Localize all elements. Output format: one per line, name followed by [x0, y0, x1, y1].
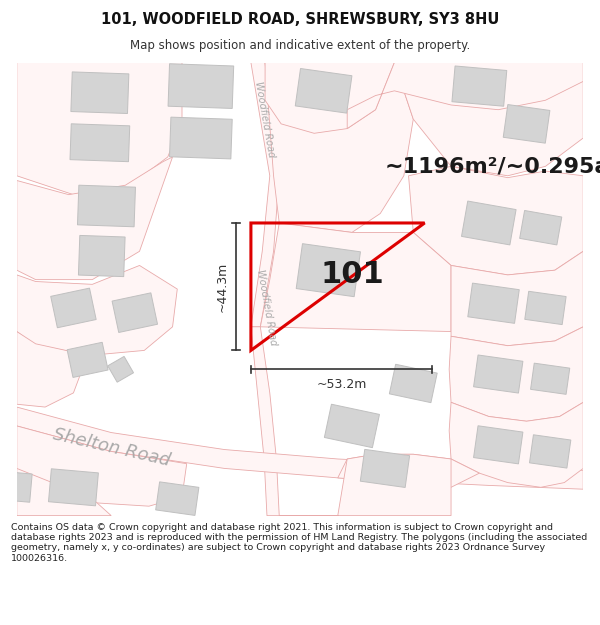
Text: Woodfield Road: Woodfield Road [256, 269, 278, 347]
Polygon shape [449, 402, 583, 488]
Polygon shape [473, 355, 523, 393]
Polygon shape [449, 327, 583, 421]
Polygon shape [360, 449, 410, 488]
Polygon shape [67, 342, 108, 377]
Polygon shape [389, 364, 437, 403]
Polygon shape [530, 363, 570, 394]
Polygon shape [347, 62, 583, 129]
Polygon shape [49, 469, 98, 506]
Polygon shape [17, 407, 583, 489]
Polygon shape [17, 157, 173, 279]
Polygon shape [170, 117, 232, 159]
Polygon shape [520, 211, 562, 245]
Polygon shape [17, 426, 187, 506]
Polygon shape [260, 223, 451, 331]
Polygon shape [451, 251, 583, 346]
Polygon shape [325, 404, 379, 448]
Polygon shape [461, 201, 516, 245]
Polygon shape [112, 293, 158, 333]
Text: ~1196m²/~0.295ac.: ~1196m²/~0.295ac. [385, 156, 600, 176]
Polygon shape [338, 454, 479, 488]
Polygon shape [108, 356, 134, 382]
Polygon shape [17, 62, 182, 194]
Polygon shape [296, 244, 361, 297]
Text: Woodfield Road: Woodfield Road [253, 80, 277, 158]
Polygon shape [394, 62, 583, 176]
Polygon shape [251, 327, 279, 516]
Polygon shape [17, 468, 111, 516]
Polygon shape [77, 185, 136, 227]
Polygon shape [529, 435, 571, 468]
Text: ~53.2m: ~53.2m [316, 378, 367, 391]
Polygon shape [525, 291, 566, 324]
Text: Contains OS data © Crown copyright and database right 2021. This information is : Contains OS data © Crown copyright and d… [11, 522, 587, 563]
Text: 101: 101 [320, 261, 384, 289]
Polygon shape [265, 62, 413, 232]
Text: ~44.3m: ~44.3m [216, 262, 229, 312]
Polygon shape [468, 283, 519, 323]
Text: Shelton Road: Shelton Road [51, 426, 172, 470]
Polygon shape [503, 104, 550, 143]
Text: Map shows position and indicative extent of the property.: Map shows position and indicative extent… [130, 39, 470, 52]
Polygon shape [452, 66, 507, 106]
Polygon shape [70, 124, 130, 162]
Text: 101, WOODFIELD ROAD, SHREWSBURY, SY3 8HU: 101, WOODFIELD ROAD, SHREWSBURY, SY3 8HU [101, 12, 499, 27]
Polygon shape [473, 426, 523, 464]
Polygon shape [409, 166, 583, 275]
Polygon shape [51, 288, 96, 328]
Polygon shape [265, 62, 394, 133]
Polygon shape [17, 266, 177, 355]
Polygon shape [17, 331, 88, 407]
Polygon shape [295, 69, 352, 113]
Polygon shape [168, 64, 233, 109]
Polygon shape [11, 472, 32, 502]
Polygon shape [251, 62, 279, 327]
Polygon shape [79, 236, 125, 277]
Polygon shape [71, 72, 129, 114]
Polygon shape [279, 454, 451, 516]
Polygon shape [155, 482, 199, 516]
